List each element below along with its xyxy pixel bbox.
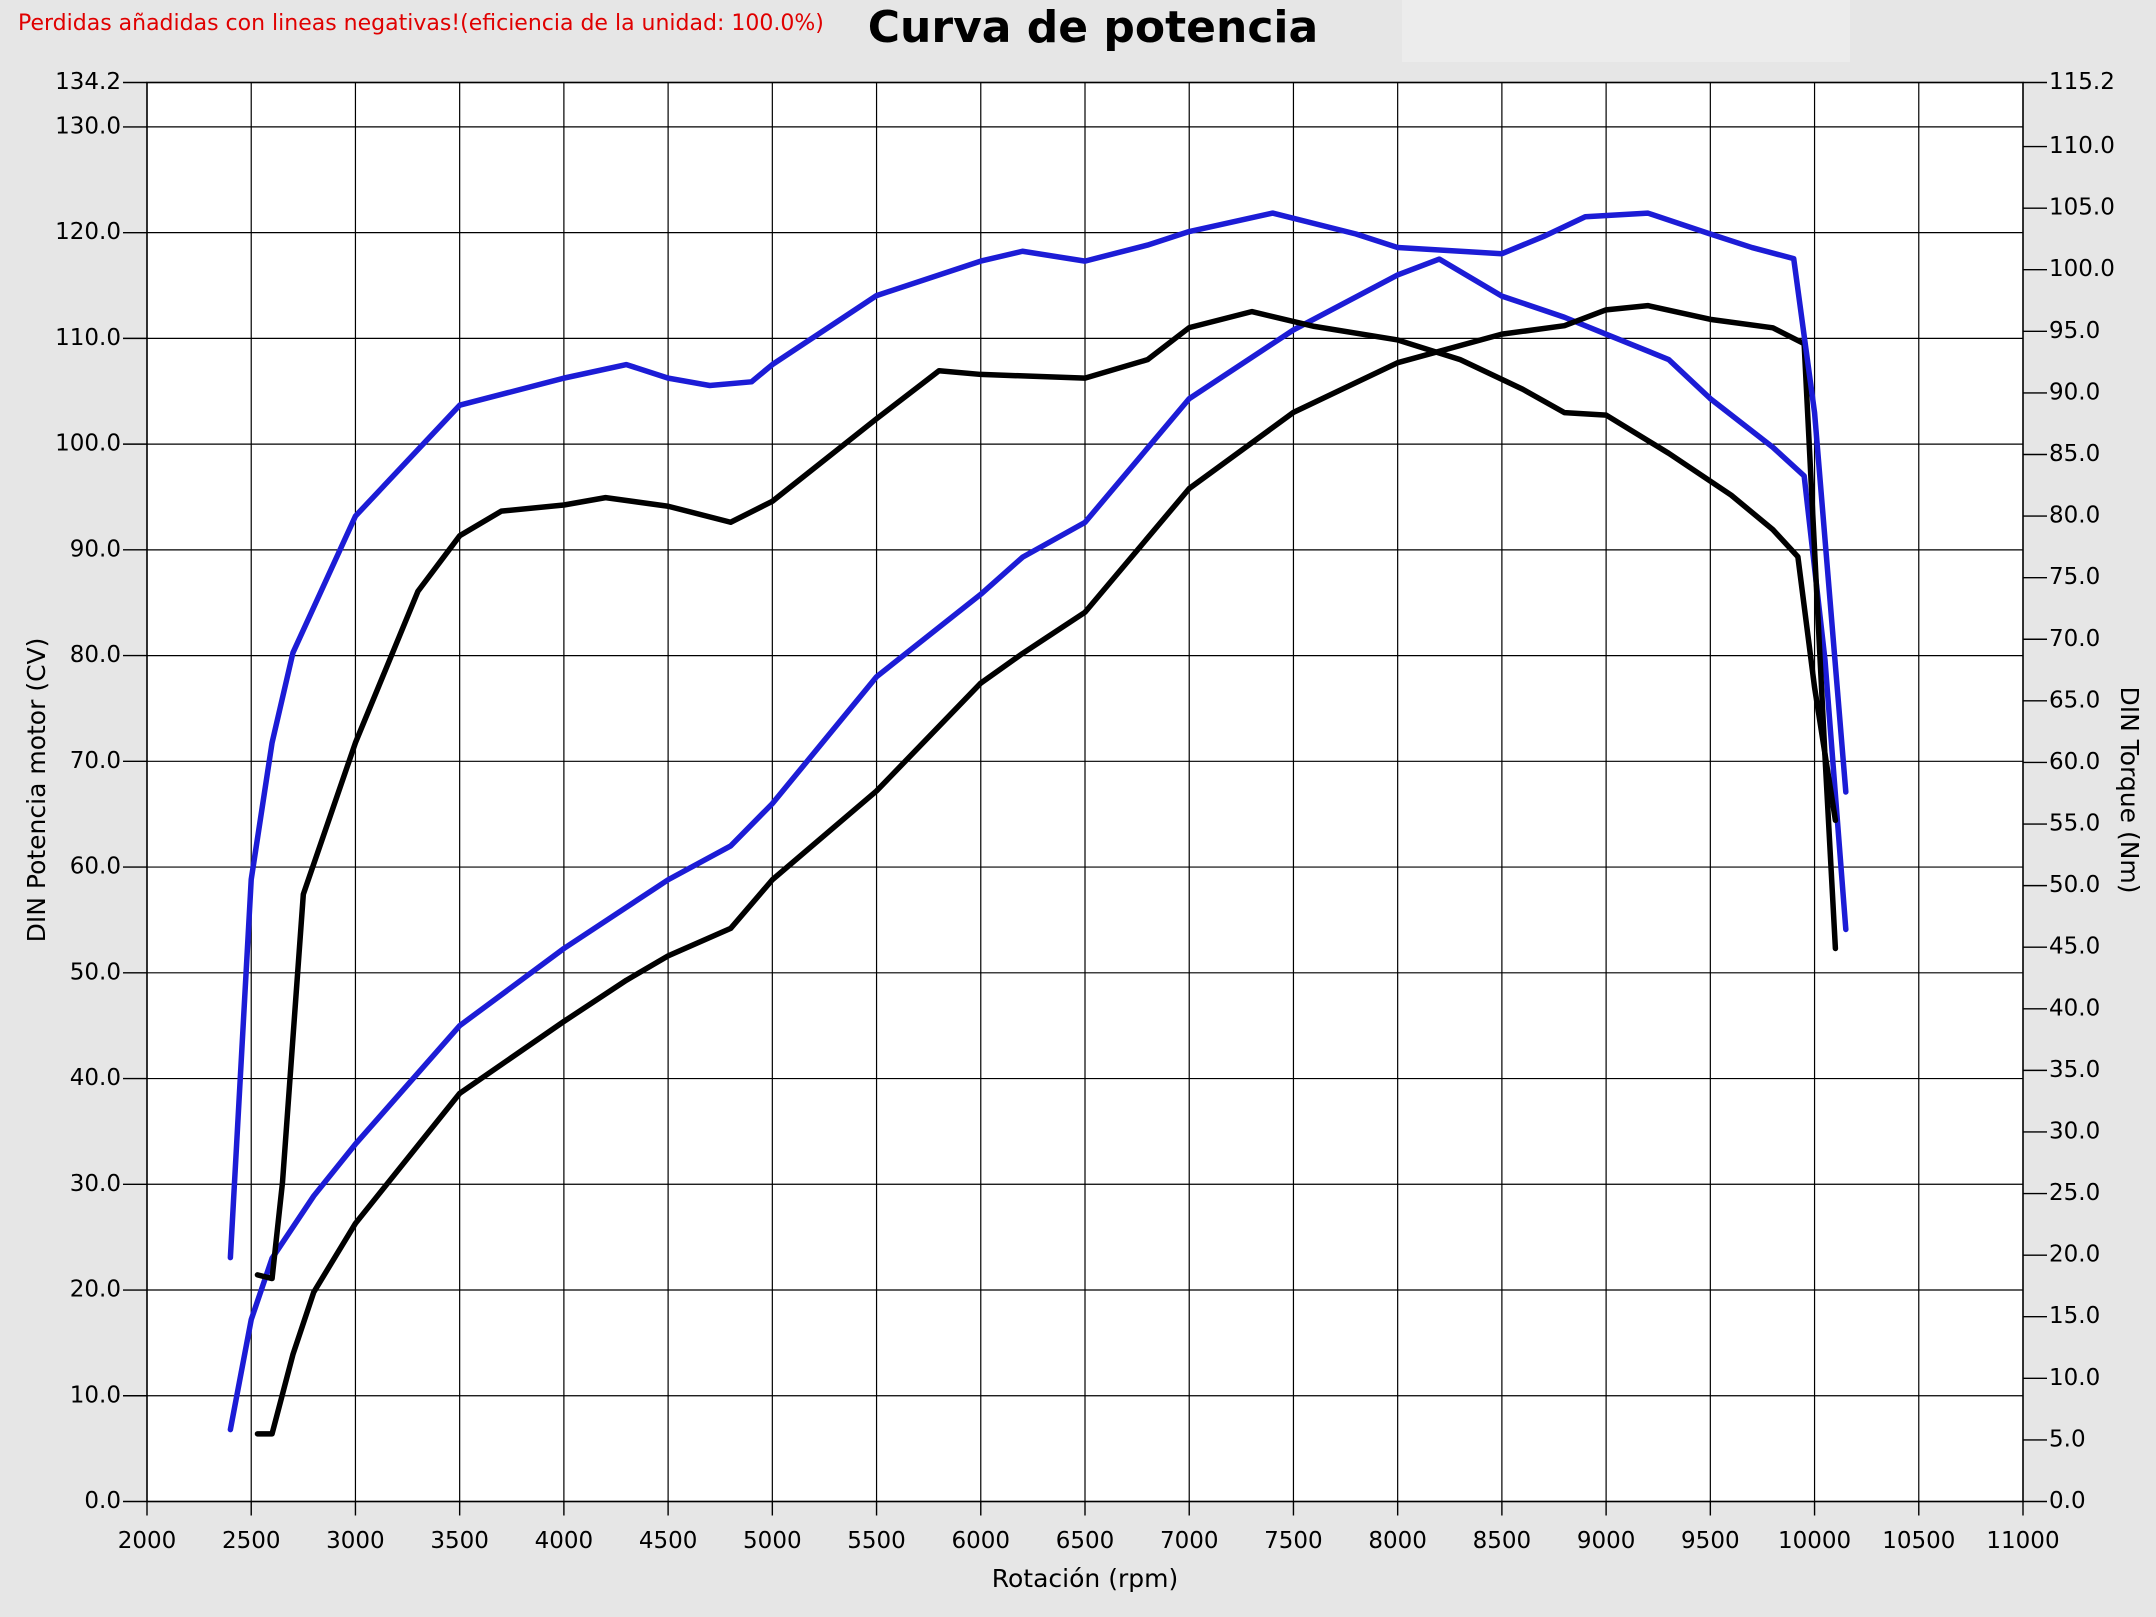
y-tick-label: 80.0 (70, 642, 121, 668)
y-tick-label: 90.0 (70, 536, 121, 562)
y-tick-label: 70.0 (70, 748, 121, 774)
x-tick-label: 3000 (326, 1528, 385, 1554)
y2-tick-label: 10.0 (2049, 1365, 2100, 1391)
x-tick-label: 7500 (1264, 1528, 1323, 1554)
line (254, 302, 1839, 1437)
y2-tick-label: 30.0 (2049, 1118, 2100, 1144)
x-tick-label: 5500 (847, 1528, 906, 1554)
line (254, 308, 1839, 1282)
x-tick-label: 2000 (118, 1528, 177, 1554)
y-tick-label: 10.0 (70, 1382, 121, 1408)
x-tick-label: 11000 (1986, 1528, 2059, 1554)
y-tick-label: 50.0 (70, 959, 121, 985)
x-tick-label: 8500 (1473, 1528, 1532, 1554)
y-tick-label: 134.2 (55, 69, 121, 95)
chart-title: Curva de potencia (868, 2, 1318, 53)
y-tick-label: 100.0 (55, 431, 121, 457)
y2-tick-label: 40.0 (2049, 995, 2100, 1021)
y2-tick-label: 100.0 (2049, 256, 2115, 282)
y2-tick-label: 110.0 (2049, 133, 2115, 159)
line (227, 210, 1849, 1261)
x-tick-label: 4500 (639, 1528, 698, 1554)
y2-tick-label: 60.0 (2049, 749, 2100, 775)
y-tick-label: 30.0 (70, 1171, 121, 1197)
y-tick-label: 40.0 (70, 1065, 121, 1091)
y2-tick-label: 15.0 (2049, 1303, 2100, 1329)
y2-tick-label: 65.0 (2049, 687, 2100, 713)
y-tick-label: 0.0 (84, 1488, 121, 1514)
x-tick-label: 10000 (1778, 1528, 1851, 1554)
y2-tick-label: 90.0 (2049, 379, 2100, 405)
x-tick-label: 7000 (1160, 1528, 1219, 1554)
y2-tick-label: 45.0 (2049, 934, 2100, 960)
y2-tick-label: 50.0 (2049, 872, 2100, 898)
y2-tick-label: 5.0 (2049, 1426, 2086, 1452)
y2-tick-label: 115.2 (2049, 69, 2115, 95)
plot-frame (146, 81, 2024, 1503)
y-tick-label: 110.0 (55, 325, 121, 351)
x-axis-label: Rotación (rpm) (992, 1564, 1178, 1593)
y-tick-label: 60.0 (70, 854, 121, 880)
y2-tick-label: 35.0 (2049, 1057, 2100, 1083)
y-tick-label: 130.0 (55, 113, 121, 139)
x-tick-label: 10500 (1882, 1528, 1955, 1554)
y-tick-label: 20.0 (70, 1277, 121, 1303)
y2-axis-label: DIN Torque (Nm) (2115, 686, 2144, 893)
y2-tick-label: 55.0 (2049, 811, 2100, 837)
y2-tick-label: 20.0 (2049, 1242, 2100, 1268)
y2-tick-label: 95.0 (2049, 318, 2100, 344)
note: Perdidas añadidas con lineas negativas!(… (18, 11, 824, 36)
y2-tick-label: 80.0 (2049, 503, 2100, 529)
y2-tick-label: 105.0 (2049, 195, 2115, 221)
y2-tick-label: 75.0 (2049, 564, 2100, 590)
y-tick-label: 120.0 (55, 219, 121, 245)
y2-tick-label: 70.0 (2049, 626, 2100, 652)
y2-tick-label: 85.0 (2049, 441, 2100, 467)
y2-tick-label: 25.0 (2049, 1180, 2100, 1206)
line (227, 256, 1849, 1433)
x-tick-label: 2500 (222, 1528, 281, 1554)
x-tick-label: 5000 (743, 1528, 802, 1554)
x-tick-label: 3500 (430, 1528, 489, 1554)
x-tick-label: 8000 (1368, 1528, 1427, 1554)
y-axis-label: DIN Potencia motor (CV) (22, 638, 51, 943)
header-box (1402, 0, 1850, 62)
y2-tick-label: 0.0 (2049, 1488, 2086, 1514)
x-tick-label: 9000 (1577, 1528, 1636, 1554)
x-tick-label: 9500 (1681, 1528, 1740, 1554)
x-tick-label: 6500 (1056, 1528, 1115, 1554)
x-tick-label: 4000 (535, 1528, 594, 1554)
x-tick-label: 6000 (952, 1528, 1011, 1554)
